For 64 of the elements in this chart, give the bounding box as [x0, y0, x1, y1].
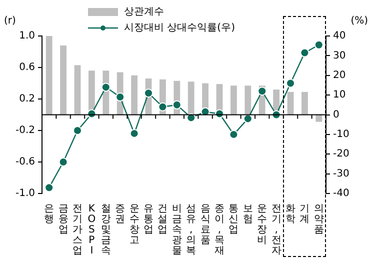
x-tick-label: 운수창고: [129, 203, 140, 246]
x-tick-label: 보험: [242, 203, 253, 225]
x-tick-label: KOSPI: [88, 203, 96, 256]
bar: [46, 36, 52, 115]
point: [73, 126, 82, 135]
bar: [60, 45, 66, 115]
x-tick-label: 섬유,의복: [186, 203, 196, 256]
point: [172, 100, 182, 110]
x-tick-label: 의약품: [314, 203, 324, 236]
point: [144, 88, 153, 98]
y-tick-label: -1.0: [15, 188, 35, 200]
x-tick-label: 화학: [286, 203, 296, 225]
point: [130, 128, 139, 138]
y2-tick-label: 40: [333, 30, 346, 42]
x-tick-label: 건설업: [158, 203, 168, 236]
x-tick-label: 비금속광물: [172, 203, 182, 256]
x-tick-label: 은행: [44, 203, 54, 225]
y2-tick-label: -10: [333, 129, 350, 140]
point: [116, 92, 125, 102]
point: [243, 114, 252, 124]
y-tick-label: 0.6: [19, 62, 35, 74]
point: [101, 82, 110, 92]
y-tick-label: 1.0: [19, 30, 35, 42]
y-tick-label: -0.2: [15, 125, 35, 136]
x-tick-label: 전기,전자: [271, 203, 282, 256]
x-tick-label: 증권: [115, 203, 126, 225]
y2-tick-label: -40: [333, 188, 350, 200]
point: [44, 183, 54, 192]
bar: [74, 65, 81, 115]
bar: [287, 92, 294, 115]
x-tick-label: 기계: [300, 203, 310, 225]
y2-axis-title: (%): [350, 16, 368, 27]
y2-tick-label: 30: [333, 50, 346, 62]
bar: [316, 114, 322, 122]
y2-tick-label: 10: [333, 90, 346, 101]
y-tick-label: -0.6: [15, 156, 35, 168]
y2-tick-label: -30: [333, 168, 350, 180]
y-tick-label: 0.2: [19, 94, 35, 105]
x-tick-label: 종이,목재: [214, 203, 224, 256]
bar: [230, 86, 237, 115]
point: [229, 130, 238, 139]
legend-label: 상관계수: [124, 6, 164, 18]
legend-label: 시장대비 상대수익률(우): [124, 22, 236, 34]
x-tick-label: 음식료품: [200, 203, 210, 246]
x-tick-label: 금융업: [58, 203, 68, 236]
x-tick-label: 통신업: [228, 203, 239, 236]
y-axis-title: (r): [4, 16, 16, 27]
x-tick-label: 운수장비: [257, 203, 268, 246]
point: [286, 78, 295, 88]
point: [300, 48, 310, 58]
x-tick-label: 유통업: [144, 203, 154, 236]
y2-tick-label: 20: [333, 70, 346, 81]
point: [58, 158, 68, 166]
bar: [244, 86, 252, 115]
point: [158, 102, 168, 112]
x-tick-label: 철강및금속: [100, 203, 111, 256]
y2-tick-label: 0: [333, 109, 340, 120]
bar: [131, 75, 138, 115]
point: [314, 40, 324, 50]
y2-tick-label: -20: [333, 148, 350, 160]
bar: [188, 82, 194, 115]
bar: [302, 92, 308, 115]
x-tick-label: 전기가스업: [72, 203, 82, 256]
point: [258, 86, 267, 96]
